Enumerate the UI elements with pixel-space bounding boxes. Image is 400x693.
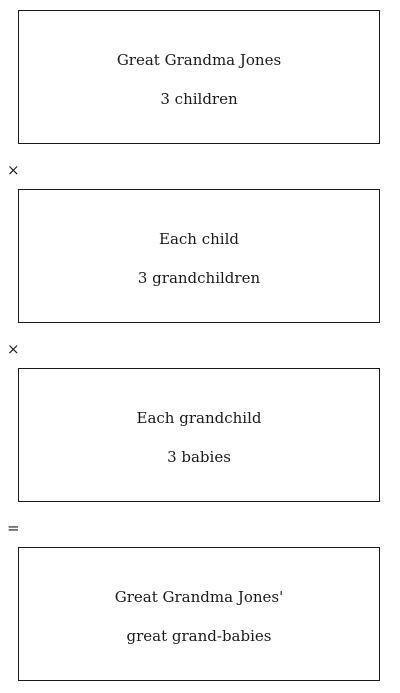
box-title: Each child: [159, 230, 239, 248]
box-count: 3 babies: [167, 448, 231, 466]
multiply-operator: ×: [7, 161, 20, 179]
box-count: 3 children: [160, 90, 238, 108]
box-each-grandchild: Each grandchild 3 babies: [18, 368, 380, 502]
box-result-label: great grand-babies: [126, 627, 272, 645]
multiply-operator: ×: [7, 340, 20, 358]
box-each-child: Each child 3 grandchildren: [18, 189, 380, 323]
box-count: 3 grandchildren: [137, 269, 261, 287]
box-title: Great Grandma Jones': [114, 588, 284, 606]
box-result: Great Grandma Jones' great grand-babies: [18, 547, 380, 681]
box-great-grandma: Great Grandma Jones 3 children: [18, 10, 380, 144]
equals-operator: =: [7, 519, 20, 537]
box-title: Great Grandma Jones: [116, 51, 282, 69]
box-title: Each grandchild: [136, 409, 262, 427]
